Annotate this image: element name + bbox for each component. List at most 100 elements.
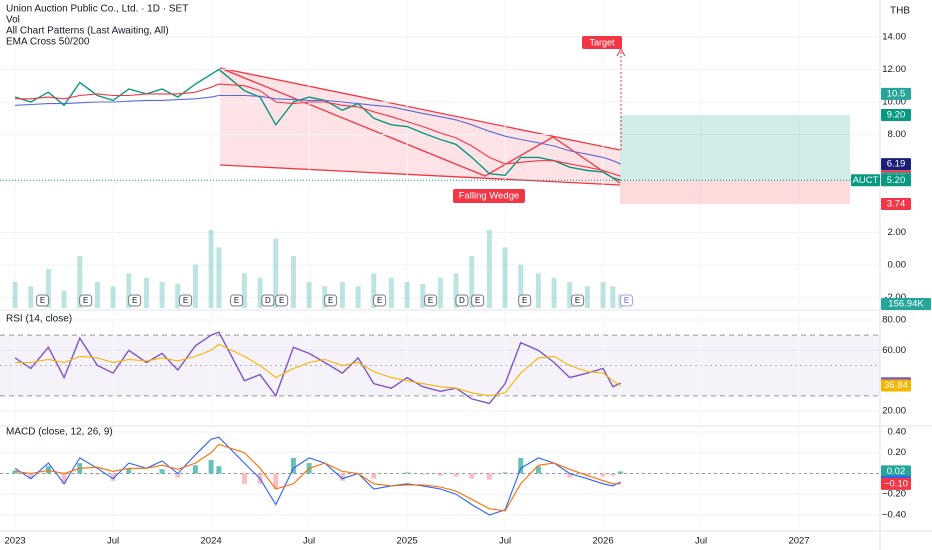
y-tick-label: 0.40 (888, 426, 907, 437)
symbol-label: AUCT (853, 175, 879, 186)
wedge-lower (219, 164, 621, 186)
histogram-bar (618, 471, 624, 474)
volume-bar (175, 283, 181, 308)
event-marker (620, 294, 634, 307)
histogram-bar (437, 473, 443, 476)
volume-bar (437, 277, 443, 308)
volume-bar (486, 230, 492, 308)
pattern-box (453, 189, 525, 203)
series-line (15, 83, 621, 177)
x-tick-label: 2024 (201, 536, 222, 547)
histogram-bar (371, 473, 377, 479)
volume-bar (110, 286, 116, 308)
volume-bar (290, 256, 296, 308)
volume-bar (551, 277, 557, 308)
target-label: Target (589, 37, 615, 47)
y-tick-label: 8.00 (888, 129, 907, 140)
y-tick-label: 80.00 (882, 315, 906, 326)
histogram-bar (420, 473, 426, 475)
event-label: E (624, 296, 629, 305)
last-value-label: −0.10 (884, 478, 908, 489)
indicator-label: EMA Cross 50/200 (6, 37, 90, 48)
volume-bar (45, 269, 51, 308)
event-label: E (522, 296, 527, 305)
series-line (15, 343, 621, 397)
histogram-bar (469, 473, 475, 479)
histogram-bar (159, 469, 165, 474)
histogram-bar (216, 466, 222, 474)
x-tick-label: 2023 (5, 536, 26, 547)
stop-zone (620, 180, 850, 205)
event-label: E (377, 296, 382, 305)
volume-bar (600, 282, 606, 308)
event-marker (179, 294, 193, 307)
symbol-label-box (851, 174, 880, 187)
histogram-bar (502, 472, 508, 474)
event-label: E (234, 296, 239, 305)
event-label: E (428, 296, 433, 305)
volume-bar (143, 277, 149, 308)
volume-bar (273, 238, 279, 308)
y-tick-label: 12.00 (882, 64, 906, 75)
event-label: D (265, 296, 271, 305)
currency: THB (890, 6, 910, 17)
volume-bar (216, 247, 222, 308)
y-tick-label: −0.20 (882, 489, 906, 500)
y-tick-label: 2.00 (888, 227, 907, 238)
volume-bar (502, 247, 508, 308)
y-tick-label: 20.00 (882, 406, 906, 417)
volume-bar (535, 273, 541, 308)
price-label: 9.20 (887, 110, 906, 121)
x-tick-label: 2027 (788, 536, 809, 547)
x-tick-label: 2025 (397, 536, 418, 547)
volume-bar (371, 273, 377, 308)
indicator-label: All Chart Patterns (Last Awaiting, All) (6, 26, 169, 37)
event-marker (518, 294, 532, 307)
histogram-bar (610, 473, 616, 476)
volume-label-box (881, 298, 931, 310)
volume-bar (28, 286, 34, 308)
indicator-label: Vol (6, 15, 20, 26)
event-marker (424, 294, 438, 307)
volume-bar (159, 282, 165, 308)
histogram-bar (110, 473, 116, 481)
volume-bar (610, 286, 616, 308)
chart-title: Union Auction Public Co., Ltd. · 1D · SE… (6, 4, 188, 15)
volume-bar (469, 256, 475, 308)
last-value-label: 0.02 (887, 466, 906, 477)
series-line (15, 94, 621, 165)
event-label: E (132, 296, 137, 305)
volume-bar (355, 286, 361, 308)
event-marker (455, 294, 469, 307)
x-tick-label: Jul (303, 536, 315, 547)
event-label: E (575, 296, 580, 305)
volume-bar (420, 283, 426, 308)
event-marker (36, 294, 50, 307)
y-tick-label: 0.20 (888, 447, 907, 458)
volume-bar (518, 264, 524, 308)
volume-bar (241, 273, 247, 308)
histogram-bar (404, 472, 410, 474)
event-marker (324, 294, 338, 307)
event-label: E (40, 296, 45, 305)
volume-label: 156.94K (888, 299, 924, 310)
x-tick-label: Jul (499, 536, 511, 547)
pattern-label: Falling Wedge (459, 191, 520, 202)
pattern-layer (0, 36, 880, 516)
event-label: E (183, 296, 188, 305)
event-label: D (459, 296, 465, 305)
volume-bar (192, 264, 198, 308)
y-tick-label: −0.40 (882, 509, 906, 520)
histogram-bar (290, 457, 296, 474)
volume-bar (453, 273, 459, 308)
histogram-bar (94, 473, 100, 475)
last-value-label-box (881, 379, 911, 392)
profit-zone (620, 115, 850, 181)
event-label: E (279, 296, 284, 305)
histogram-bar (486, 473, 492, 480)
y-tick-label: 60.00 (882, 345, 906, 356)
x-tick-label: Jul (107, 536, 119, 547)
histogram-bar (28, 473, 34, 479)
price-label-box (881, 87, 911, 100)
